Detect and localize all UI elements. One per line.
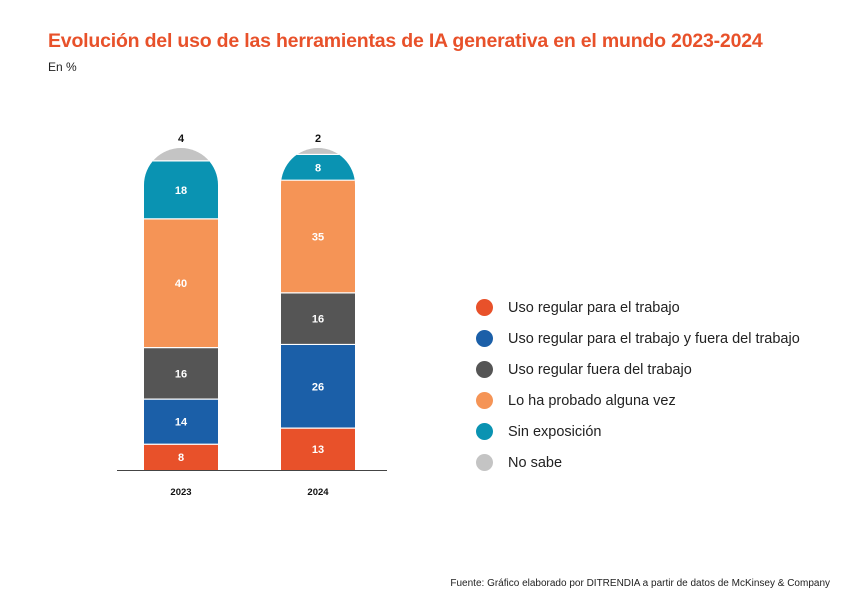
- data-label: 14: [175, 417, 188, 429]
- data-label: 4: [178, 133, 185, 145]
- data-label: 8: [315, 162, 321, 174]
- bar-segment: [281, 154, 355, 181]
- chart-title: Evolución del uso de las herramientas de…: [48, 30, 763, 52]
- bar-segment: [281, 428, 355, 470]
- data-label: 35: [312, 232, 324, 244]
- data-label: 2: [315, 133, 321, 145]
- bar-segment: [144, 148, 218, 161]
- legend-label: Sin exposición: [508, 423, 602, 440]
- bar-segment: [144, 218, 218, 348]
- data-label: 13: [312, 444, 324, 456]
- legend-label: Uso regular para el trabajo: [508, 299, 680, 316]
- legend-swatch-icon: [476, 454, 493, 471]
- bar-2024: [281, 148, 355, 470]
- bar-segment: [144, 444, 218, 470]
- legend-swatch-icon: [476, 423, 493, 440]
- legend-swatch-icon: [476, 299, 493, 316]
- chart-legend: Uso regular para el trabajo Uso regular p…: [476, 292, 800, 478]
- x-tick-label: 2023: [170, 487, 191, 498]
- legend-label: Uso regular fuera del trabajo: [508, 361, 692, 378]
- data-label: 40: [175, 278, 187, 290]
- legend-label: Lo ha probado alguna vez: [508, 392, 676, 409]
- x-tick-label: 2024: [307, 487, 329, 498]
- legend-item: Uso regular para el trabajo: [476, 292, 800, 323]
- legend-item: No sabe: [476, 447, 800, 478]
- legend-label: Uso regular para el trabajo y fuera del …: [508, 330, 800, 347]
- bar-segment: [281, 344, 355, 429]
- legend-item: Sin exposición: [476, 416, 800, 447]
- legend-item: Uso regular para el trabajo y fuera del …: [476, 323, 800, 354]
- data-label: 26: [312, 381, 324, 393]
- bar-2023: [144, 148, 218, 470]
- legend-item: Lo ha probado alguna vez: [476, 385, 800, 416]
- legend-label: No sabe: [508, 454, 563, 471]
- data-label: 16: [175, 368, 187, 380]
- legend-swatch-icon: [476, 330, 493, 347]
- bar-segment: [281, 180, 355, 293]
- data-label: 18: [175, 185, 187, 197]
- legend-swatch-icon: [476, 392, 493, 409]
- legend-item: Uso regular fuera del trabajo: [476, 354, 800, 385]
- bar-segment: [144, 399, 218, 445]
- data-label: 8: [178, 452, 184, 464]
- legend-swatch-icon: [476, 361, 493, 378]
- source-note: Fuente: Gráfico elaborado por DITRENDIA …: [450, 578, 830, 589]
- bar-segment: [281, 148, 355, 155]
- bar-segment: [144, 347, 218, 400]
- data-label: 16: [312, 314, 324, 326]
- bar-segment: [144, 160, 218, 219]
- bar-segment: [281, 292, 355, 345]
- chart-subtitle: En %: [48, 60, 77, 74]
